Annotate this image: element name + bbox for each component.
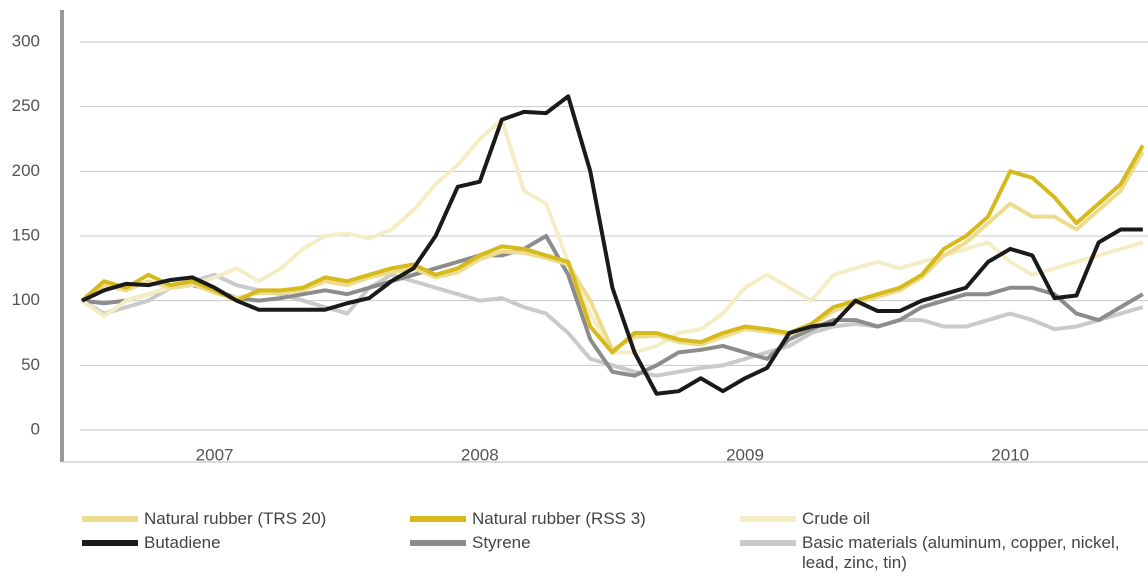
legend-label: Crude oil <box>802 509 871 528</box>
legend-swatch <box>410 516 466 522</box>
legend-label: Styrene <box>472 533 531 552</box>
series-line <box>80 144 1145 355</box>
series-line <box>81 94 1143 396</box>
legend-swatch <box>82 516 138 522</box>
y-tick-label: 100 <box>12 290 40 309</box>
y-tick-label: 250 <box>12 96 40 115</box>
legend-item: Butadiene <box>82 533 402 553</box>
legend-label: Natural rubber (TRS 20) <box>144 509 327 528</box>
legend-item: Styrene <box>410 533 730 553</box>
legend-swatch <box>740 540 796 546</box>
y-tick-label: 0 <box>31 419 40 438</box>
x-tick-label: 2010 <box>991 445 1029 464</box>
y-tick-label: 200 <box>12 161 40 180</box>
legend-item: Basic materials (aluminum, copper, nicke… <box>740 533 1138 573</box>
legend-swatch <box>82 540 138 546</box>
legend-label: Natural rubber (RSS 3) <box>472 509 646 528</box>
legend-label: Basic materials (aluminum, copper, nicke… <box>802 533 1120 572</box>
x-tick-label: 2007 <box>196 445 234 464</box>
legend-swatch <box>740 516 796 522</box>
series-line <box>81 234 1144 378</box>
x-tick-label: 2008 <box>461 445 499 464</box>
y-tick-label: 150 <box>12 225 40 244</box>
chart: 0 50 100 150 200 250 300 2007 2008 2009 2010 <box>12 10 1148 464</box>
x-tick-label: 2009 <box>726 445 764 464</box>
legend-item: Natural rubber (RSS 3) <box>410 509 730 529</box>
y-tick-label: 50 <box>21 355 40 374</box>
legend-item: Natural rubber (TRS 20) <box>82 509 402 529</box>
legend-label: Butadiene <box>144 533 221 552</box>
y-tick-label: 300 <box>12 31 40 50</box>
legend-swatch <box>410 540 466 546</box>
legend-item: Crude oil <box>740 509 1138 529</box>
